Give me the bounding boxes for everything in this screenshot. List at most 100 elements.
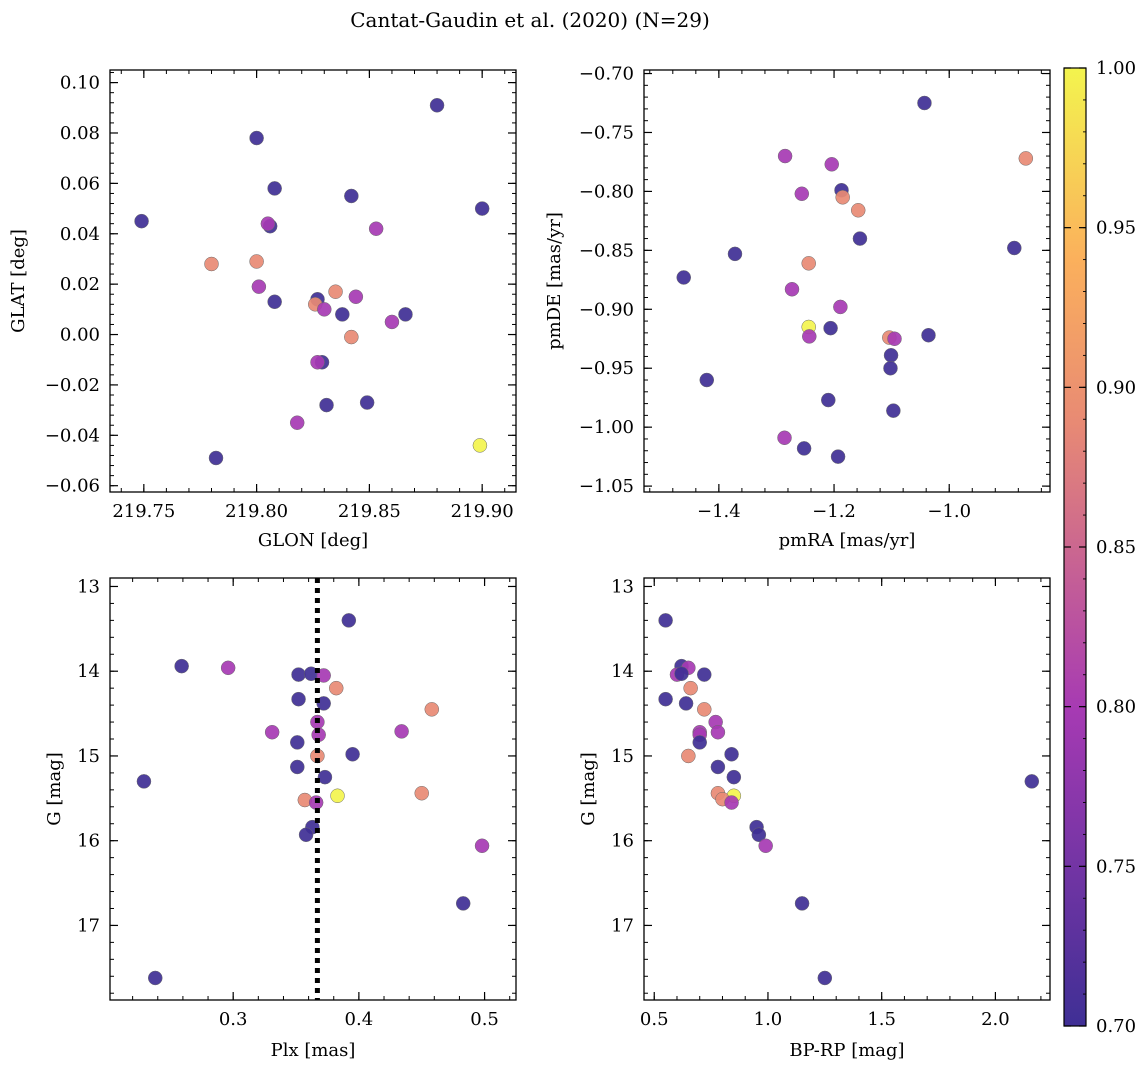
data-point [134,213,149,229]
data-point [1018,151,1034,166]
y-tick-label: −0.90 [579,299,634,320]
data-point [833,299,848,315]
data-point [290,735,305,750]
y-tick-label: 13 [77,576,100,597]
data-point [727,246,743,262]
x-axis-label: GLON [deg] [258,530,368,551]
data-point [824,157,839,172]
data-point [674,666,689,682]
data-point [298,827,314,843]
data-point [751,827,767,843]
data-point [678,696,694,711]
data-point [329,680,344,696]
data-point [359,395,375,410]
y-tick-label: 13 [611,576,634,597]
data-point [394,724,409,739]
x-axis-label: pmRA [mas/yr] [779,530,916,551]
data-point [472,438,488,453]
data-point [267,181,282,196]
x-tick-label: −1.2 [812,501,856,522]
data-point [290,759,305,775]
data-point [316,668,331,683]
y-tick-label: 15 [611,746,634,767]
data-point [345,747,360,762]
data-point [291,691,306,707]
y-axis-label: GLAT [deg] [8,229,29,333]
colorbar-tick-label: 0.70 [1096,1016,1136,1037]
colorbar-tick-label: 0.85 [1096,537,1136,558]
data-point [699,372,715,388]
data-point [887,331,902,347]
y-tick-label: −0.04 [45,425,100,446]
data-point [384,314,400,330]
y-tick-label: 14 [77,661,100,682]
data-point [330,788,345,804]
data-point [148,970,163,986]
color-magnitude-panel: 0.5 1.0 1.5 2.0 13 14 15 16 17 BP-RP [mag] G [mag] [578,576,1051,1061]
data-point [794,896,810,911]
data-point [883,360,898,376]
y-tick-label: −1.05 [579,476,634,497]
data-point [830,449,846,464]
data-point [777,430,792,446]
y-tick-label: −0.80 [579,181,634,202]
x-tick-label: 1.0 [754,1009,783,1030]
y-tick-label: 15 [77,746,100,767]
x-tick-label: −1.0 [927,501,971,522]
data-point [1024,774,1040,789]
y-tick-label: −1.00 [579,417,634,438]
y-tick-label: −0.70 [579,64,634,85]
data-point [726,769,742,785]
y-axis-label: pmDE [mas/yr] [544,212,565,350]
data-point [474,838,490,854]
x-tick-label: −1.4 [697,501,741,522]
data-point [802,329,817,344]
y-tick-label: −0.95 [579,358,634,379]
y-tick-label: 16 [77,831,100,852]
data-point [850,203,866,218]
data-point [348,289,364,304]
x-tick-label: 219.80 [225,501,288,522]
data-point [658,691,673,707]
data-point [801,256,816,271]
y-axis-label: G [mag] [578,752,599,825]
data-point [267,294,282,310]
y-axis-label: G [mag] [44,752,65,825]
data-point [697,667,712,682]
data-point [823,320,838,336]
data-point [264,724,280,740]
y-tick-label: −0.02 [45,375,100,396]
data-point [710,759,726,775]
data-point [328,284,343,299]
data-point [289,415,305,430]
axes-frame [643,69,1051,493]
data-point [249,130,264,146]
data-point [697,702,712,717]
data-point [316,696,331,711]
y-tick-label: 0.02 [60,274,100,295]
axes-frame [109,69,517,493]
x-tick-label: 0.4 [345,1009,374,1030]
data-point [883,348,899,363]
x-tick-label: 219.85 [338,501,401,522]
data-point [317,769,333,785]
data-point [835,190,850,205]
data-point [455,896,471,911]
x-tick-label: 219.90 [451,501,514,522]
data-point [852,231,868,246]
data-point [724,747,739,762]
data-point [335,307,350,322]
data-point [758,838,773,854]
x-axis-label: Plx [mas] [271,1040,356,1061]
data-point [658,613,673,628]
figure-title: Cantat-Gaudin et al. (2020) (N=29) [350,8,710,32]
data-point [204,256,219,272]
data-point [676,270,691,285]
data-point [291,667,306,682]
x-tick-label: 219.75 [112,501,175,522]
data-point [310,355,325,370]
colorbar-tick-label: 0.90 [1096,377,1136,398]
data-point [921,327,936,343]
data-point [398,307,413,322]
y-tick-label: 0.00 [60,325,100,346]
